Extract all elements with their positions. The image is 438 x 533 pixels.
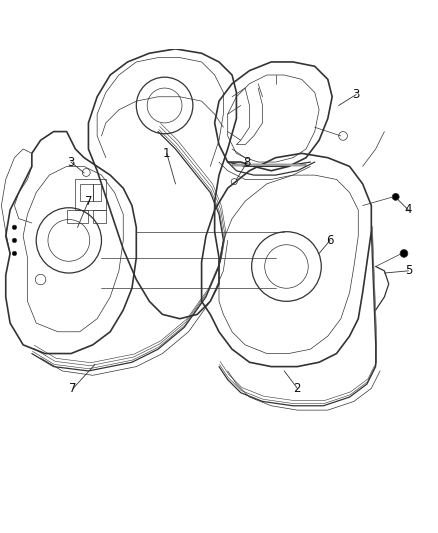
Circle shape [392,193,399,200]
Text: 8: 8 [244,156,251,168]
Text: 6: 6 [326,234,334,247]
Text: 7: 7 [70,382,77,395]
Circle shape [12,225,17,230]
Text: 3: 3 [353,88,360,101]
Text: 3: 3 [67,156,75,168]
Circle shape [12,238,17,243]
Circle shape [400,249,408,257]
Text: 7: 7 [85,195,92,208]
Text: 5: 5 [405,264,412,277]
Text: 2: 2 [293,382,301,395]
Text: 1: 1 [163,147,170,160]
Polygon shape [232,164,306,166]
Circle shape [12,251,17,256]
Text: 4: 4 [405,204,412,216]
